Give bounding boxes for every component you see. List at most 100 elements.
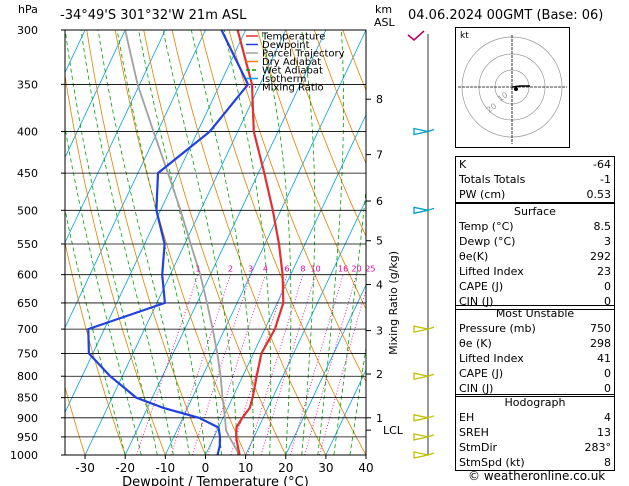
most-unstable-row: Pressure (mb) 750: [455, 321, 616, 336]
hodograph-stat-key: StmDir: [454, 440, 565, 455]
wind-barb: [413, 451, 435, 459]
index-value: -64: [567, 156, 616, 172]
hodograph-trace: [511, 85, 530, 88]
legend-label: Wet Adiabat: [262, 66, 323, 77]
wind-barb: [413, 325, 435, 333]
km-tick-label: 2: [376, 368, 383, 381]
surface-row: θe(K) 292: [455, 249, 616, 264]
hodograph-stat-title: Hodograph: [455, 394, 615, 410]
pressure-tick-label: 650: [17, 297, 38, 310]
mixing-ratio-line: [191, 274, 252, 455]
wind-barb: [413, 414, 435, 422]
legend-label: Dry Adiabat: [262, 57, 321, 68]
wet-adiabat-line: [333, 185, 366, 455]
indices-table: K -64 Totals Totals -1 PW (cm) 0.53: [455, 156, 616, 203]
dry-adiabat-line: [313, 30, 366, 165]
temperature-tick-label: 10: [238, 461, 253, 475]
dry-adiabat-line: [65, 72, 166, 455]
hodograph-stat-key: StmSpd (kt): [454, 455, 565, 471]
dry-adiabat-line: [65, 385, 86, 455]
most-unstable-table: Most Unstable Pressure (mb) 750 θe (K) 298 Li…: [455, 305, 616, 397]
most-unstable-key: Pressure (mb): [455, 321, 576, 336]
wet-adiabat-line: [349, 345, 366, 455]
surface-row: Dewp (°C) 3: [455, 234, 616, 249]
most-unstable-title: Most Unstable: [455, 305, 615, 321]
wet-adiabat-line: [191, 30, 254, 455]
surface-value: 0: [570, 279, 616, 294]
isotherm-line: [124, 30, 327, 455]
wet-adiabat-line: [65, 207, 126, 455]
pressure-tick-label: 500: [17, 204, 38, 217]
mixing-ratio-label: 4: [263, 265, 268, 274]
hodograph-table: Hodograph EH 4 SREH 13 StmDir 283° StmSpd (kt) 8: [454, 394, 615, 471]
wind-arrow-icon: [407, 30, 425, 42]
wet-adiabat-line: [138, 30, 222, 455]
pressure-tick-label: 900: [17, 412, 38, 425]
pressure-tick-label: 300: [17, 24, 38, 37]
mixing-ratio-label: 10: [310, 265, 320, 274]
most-unstable-value: 41: [575, 351, 616, 366]
surface-title: Surface: [455, 203, 615, 219]
surface-row: Surface: [455, 203, 615, 219]
index-row: PW (cm) 0.53: [455, 187, 616, 203]
most-unstable-row: Most Unstable: [455, 305, 615, 321]
surface-value: 292: [570, 249, 616, 264]
mixing-ratio-line: [170, 274, 231, 455]
temperature-tick-label: -20: [115, 461, 135, 475]
pressure-tick-label: 550: [17, 238, 38, 251]
most-unstable-key: θe (K): [455, 336, 576, 351]
hodograph-stat-row: StmSpd (kt) 8: [454, 455, 615, 471]
hodograph-stat-key: EH: [454, 410, 565, 425]
mixing-ratio-label: 20: [352, 265, 362, 274]
legend-label: Isotherm: [262, 74, 306, 85]
pressure-tick-label: 950: [17, 431, 38, 444]
footer-copyright: © weatheronline.co.uk: [468, 469, 606, 483]
km-tick-label: 3: [376, 325, 383, 338]
isotherm-line: [245, 199, 366, 455]
index-key: PW (cm): [455, 187, 568, 203]
wind-barb: [413, 206, 435, 215]
mixing-ratio-label: 3: [248, 265, 253, 274]
temperature-tick-label: -10: [156, 461, 176, 475]
hodograph-stat-value: 4: [564, 410, 615, 425]
most-unstable-key: CAPE (J): [455, 366, 576, 381]
km-tick-label: 4: [376, 279, 383, 292]
hodograph-stat-value: 13: [564, 425, 615, 440]
wet-adiabat-line: [162, 30, 238, 455]
isotherm-line: [65, 30, 246, 414]
hodograph-stat-value: 283°: [564, 440, 615, 455]
surface-row: Lifted Index 23: [455, 264, 616, 279]
isotherm-line: [0, 30, 5, 455]
pressure-tick-label: 450: [17, 167, 38, 180]
mixing-ratio-label: 1: [196, 265, 201, 274]
index-row: K -64: [455, 156, 616, 172]
wind-barb: [413, 372, 435, 381]
most-unstable-value: 298: [575, 336, 616, 351]
temperature-tick-label: 20: [278, 461, 293, 475]
dewpoint-profile: [87, 30, 250, 455]
legend-label: Parcel Trajectory: [262, 49, 345, 60]
pressure-tick-label: 400: [17, 126, 38, 139]
index-key: Totals Totals: [455, 172, 568, 187]
pressure-tick-label: 750: [17, 347, 38, 360]
km-tick-label: 1: [376, 412, 383, 425]
pressure-tick-label: 700: [17, 323, 38, 336]
plot-frame: [64, 29, 367, 456]
parcel-trajectory: [124, 30, 241, 455]
isotherm-line: [164, 30, 366, 455]
pressure-tick-label: 800: [17, 370, 38, 383]
most-unstable-row: CAPE (J) 0: [455, 366, 616, 381]
wet-adiabat-line: [301, 30, 316, 455]
wind-barb: [413, 433, 435, 441]
isotherm-line: [84, 30, 287, 455]
surface-key: Dewp (°C): [455, 234, 571, 249]
wet-adiabat-line: [116, 30, 206, 455]
index-key: K: [455, 156, 568, 172]
pressure-tick-label: 600: [17, 269, 38, 282]
pressure-tick-label: 850: [17, 392, 38, 405]
pressure-tick-label: 1000: [10, 449, 38, 462]
mixing-ratio-label: 25: [365, 265, 375, 274]
pressure-tick-label: 350: [17, 78, 38, 91]
most-unstable-value: 750: [575, 321, 616, 336]
